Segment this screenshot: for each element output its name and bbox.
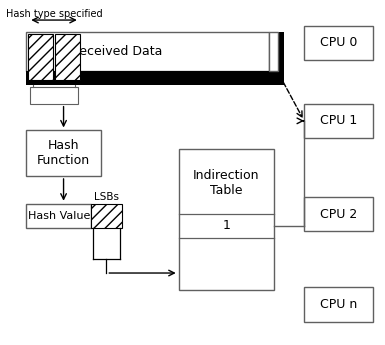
Bar <box>269 32 278 71</box>
Text: Hash type specified: Hash type specified <box>6 9 102 19</box>
Bar <box>304 197 373 231</box>
Text: LSBs: LSBs <box>94 192 119 202</box>
Text: CPU 2: CPU 2 <box>320 208 357 220</box>
Bar <box>27 130 100 176</box>
Text: CPU n: CPU n <box>320 298 357 311</box>
Bar <box>27 204 91 228</box>
Bar <box>304 104 373 138</box>
Bar <box>55 34 80 80</box>
Text: Received Data: Received Data <box>71 46 162 58</box>
Text: CPU 1: CPU 1 <box>320 114 357 127</box>
Text: CPU 0: CPU 0 <box>320 36 357 49</box>
Bar <box>304 26 373 60</box>
Bar <box>30 87 78 104</box>
Bar <box>269 32 284 85</box>
Bar <box>27 71 269 85</box>
Text: 1: 1 <box>222 219 230 233</box>
Bar <box>269 32 278 71</box>
Bar <box>304 287 373 322</box>
Bar <box>179 149 274 290</box>
Bar <box>91 204 122 228</box>
Bar <box>28 34 53 80</box>
Text: Indirection
Table: Indirection Table <box>193 169 259 197</box>
Text: Hash Value: Hash Value <box>28 211 90 221</box>
Text: Hash
Function: Hash Function <box>37 139 90 167</box>
Bar <box>27 32 269 71</box>
